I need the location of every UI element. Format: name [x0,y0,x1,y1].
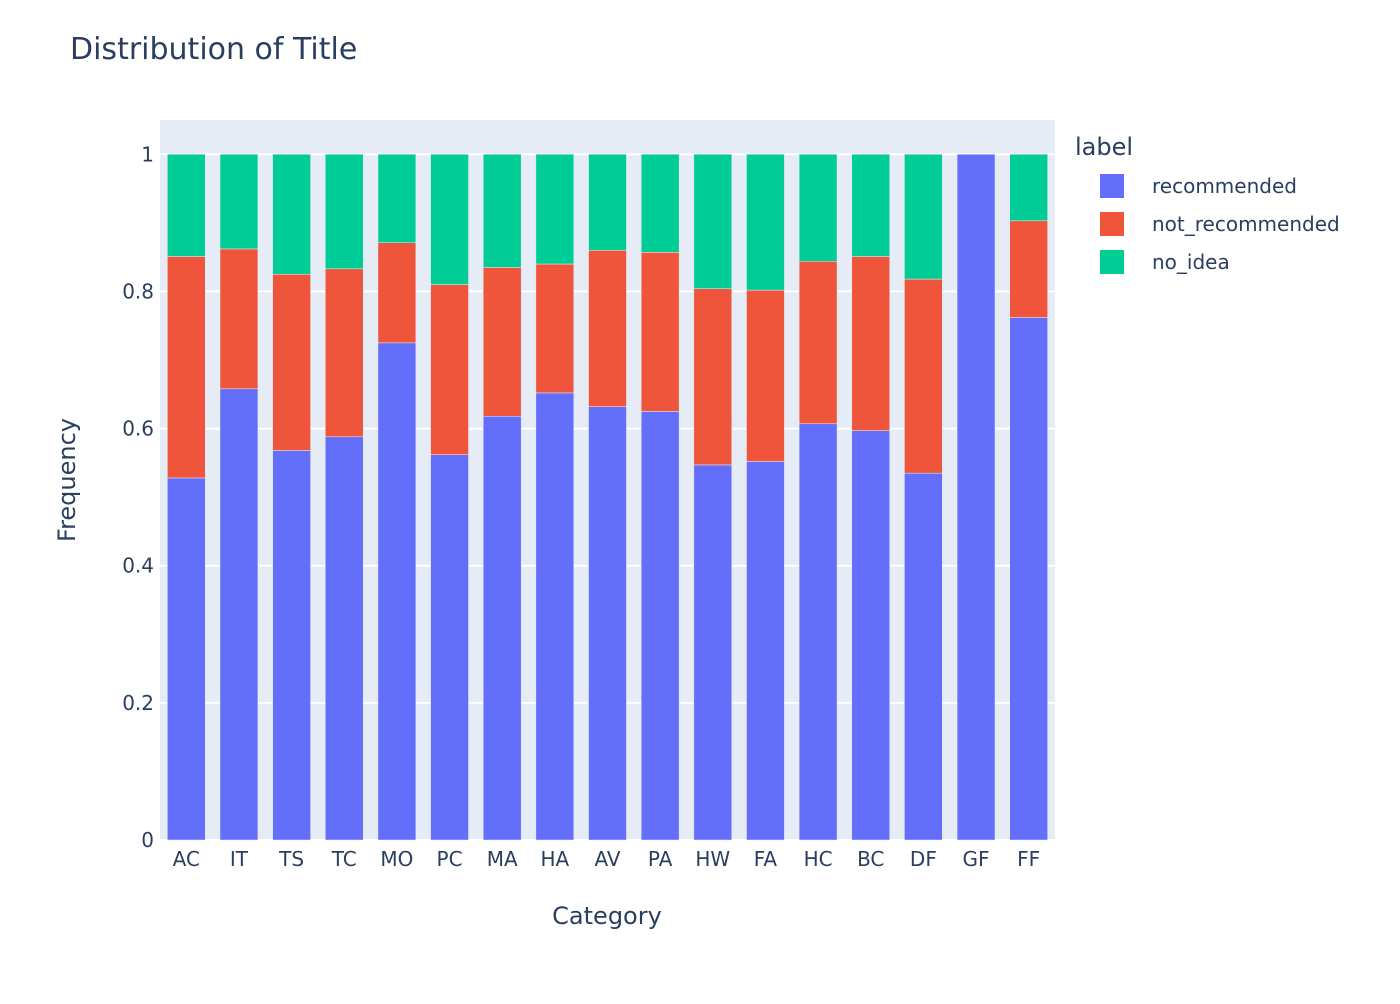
bar-hc-not-recommended [798,261,838,425]
x-tick-label: FA [754,847,778,871]
chart-title: Distribution of Title [70,32,357,67]
x-tick-labels: AC IT TS TC MO PC MA HA AV PA HW FA HC BC DF GF FF [173,847,1041,871]
bar-ma-not-recommended [483,267,522,417]
bar-ts-no-idea [272,154,311,275]
legend-title: label [1075,133,1133,161]
bar-tc-not-recommended [325,268,364,438]
x-tick-label: IT [230,847,249,871]
x-tick-label: PC [437,847,463,871]
bar-av-not-recommended [588,250,627,407]
bar-it-no-idea [219,154,259,250]
bar-pc-recommended [430,454,469,841]
y-tick-label: 0.2 [122,691,154,715]
bar-ma-recommended [483,415,522,841]
bar-ha-not-recommended [535,263,575,394]
bar-hc-recommended [798,423,838,841]
bar-mo-not-recommended [377,242,417,344]
x-tick-label: AC [173,847,200,871]
bar-pc-not-recommended [430,284,469,455]
bar-pa-no-idea [640,154,680,253]
legend-swatch-recommended[interactable] [1100,174,1124,198]
x-tick-label: PA [648,847,673,871]
legend-swatch-not-recommended[interactable] [1100,212,1124,236]
legend-label-recommended[interactable]: recommended [1152,174,1297,198]
bar-fa-no-idea [746,154,785,291]
bar-ts-not-recommended [272,274,311,451]
x-axis-title: Category [552,902,662,930]
bar-hc-no-idea [798,154,838,262]
x-tick-label: GF [963,847,990,871]
bar-hw-no-idea [693,154,732,289]
legend: label recommended not_recommended no_idea [1075,133,1340,274]
bars [167,154,1048,841]
bar-df-recommended [904,472,943,841]
x-tick-label: TS [278,847,304,871]
x-tick-label: TC [331,847,357,871]
bar-tc-recommended [325,436,364,841]
y-axis-title: Frequency [53,418,81,542]
bar-av-no-idea [588,154,627,251]
bar-pc-no-idea [430,154,469,285]
x-tick-label: AV [594,847,620,871]
bar-pa-recommended [640,411,680,841]
x-tick-label: HW [695,847,730,871]
y-tick-labels: 0 0.2 0.4 0.6 0.8 1 [122,142,154,852]
bar-hw-recommended [693,464,732,841]
legend-label-not-recommended[interactable]: not_recommended [1152,212,1340,236]
y-tick-label: 0.4 [122,554,154,578]
x-tick-label: BC [857,847,884,871]
legend-items: recommended not_recommended no_idea [1100,174,1340,274]
bar-ac-not-recommended [167,256,206,479]
bar-fa-not-recommended [746,289,785,462]
bar-hw-not-recommended [693,288,732,466]
bar-mo-no-idea [377,154,417,243]
bar-ff-no-idea [1009,154,1048,222]
x-tick-label: HC [804,847,833,871]
legend-swatch-no-idea[interactable] [1100,250,1124,274]
bar-mo-recommended [377,342,417,841]
bar-ha-no-idea [535,154,575,265]
bar-av-recommended [588,406,627,841]
bar-ff-not-recommended [1009,220,1048,318]
bar-ts-recommended [272,450,311,841]
bar-ac-recommended [167,477,206,841]
bar-bc-no-idea [851,154,890,257]
bar-ac-no-idea [167,154,206,257]
legend-label-no-idea[interactable]: no_idea [1152,250,1230,274]
y-tick-label: 1 [141,142,154,166]
bar-it-not-recommended [219,248,259,390]
bar-pa-not-recommended [640,252,680,412]
bar-bc-recommended [851,430,890,841]
x-tick-label: MO [380,847,413,871]
bar-ff-recommended [1009,317,1048,841]
x-tick-label: HA [540,847,569,871]
bar-it-recommended [219,388,259,841]
bar-bc-not-recommended [851,256,890,431]
x-tick-label: MA [487,847,518,871]
bar-df-no-idea [904,154,943,280]
bar-gf-recommended [956,154,996,841]
y-tick-label: 0 [141,828,154,852]
y-tick-label: 0.6 [122,417,154,441]
x-tick-label: DF [910,847,937,871]
bar-ma-no-idea [483,154,522,268]
bar-fa-recommended [746,461,785,841]
bar-df-not-recommended [904,278,943,474]
x-tick-label: FF [1017,847,1040,871]
bar-ha-recommended [535,392,575,841]
y-tick-label: 0.8 [122,279,154,303]
bar-tc-no-idea [325,154,364,270]
